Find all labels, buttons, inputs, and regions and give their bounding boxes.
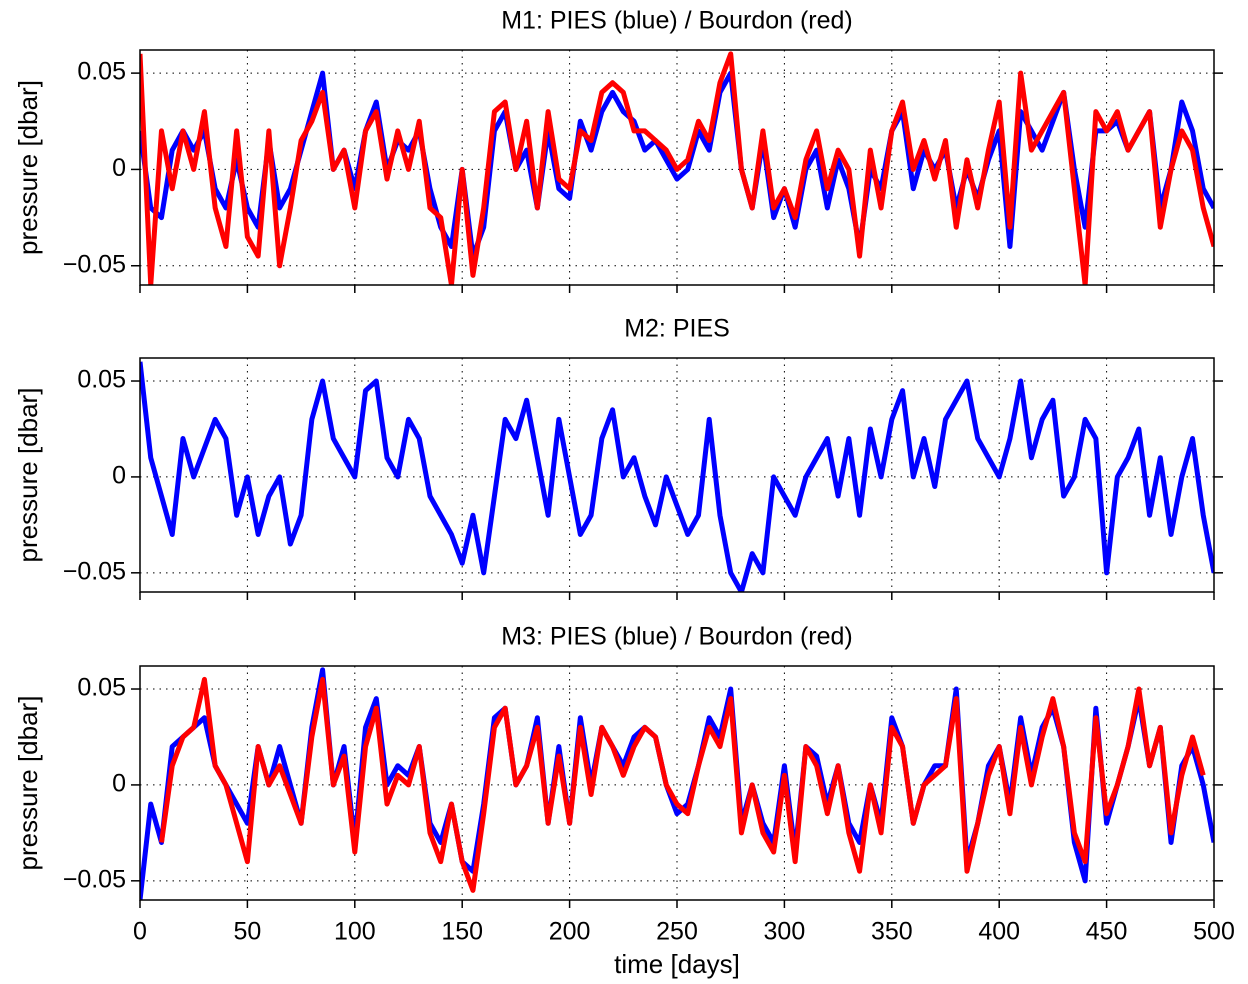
x-tick-label: 350: [871, 918, 913, 946]
x-tick-label: 300: [764, 918, 806, 946]
axes-frame: [139, 49, 1215, 286]
axes-frame: [139, 665, 1215, 901]
data-line: [140, 361, 1214, 592]
x-axis-label: time [days]: [614, 949, 740, 979]
y-tick-label: −0.05: [63, 250, 126, 278]
data-line: [140, 51, 1214, 285]
x-tick-label: 400: [978, 918, 1020, 946]
y-tick-label: 0: [112, 462, 126, 490]
subplot: 0 50 100 150 200 250 300 350 400 450 500−0.0500.05…: [13, 623, 1235, 979]
data-line: [159, 676, 1206, 893]
y-tick-label: 0.05: [77, 58, 126, 86]
y-tick-label: 0: [112, 154, 126, 182]
y-axis-label: pressure [dbar]: [13, 388, 43, 563]
y-tick-label: −0.05: [63, 865, 126, 893]
y-tick-label: 0: [112, 770, 126, 798]
subplot: −0.05 0 0.05 M2: PIES pressure [dbar]: [13, 315, 1223, 600]
axes-frame: [139, 357, 1215, 593]
subplot: −0.05 0 0.05 M1: PIES (blue) / Bourdon (red…: [13, 7, 1223, 293]
chart-title: M1: PIES (blue) / Bourdon (red): [501, 7, 853, 35]
y-tick-label: 0.05: [77, 366, 126, 394]
x-tick-label: 250: [656, 918, 698, 946]
x-tick-label: 100: [334, 918, 376, 946]
y-axis-label: pressure [dbar]: [13, 80, 43, 255]
chart-title: M2: PIES: [624, 315, 730, 343]
x-tick-label: 200: [549, 918, 591, 946]
chart-title: M3: PIES (blue) / Bourdon (red): [501, 623, 853, 651]
x-tick-label: 0: [133, 918, 147, 946]
data-line: [140, 70, 1214, 259]
x-tick-label: 50: [233, 918, 261, 946]
x-tick-label: 150: [441, 918, 483, 946]
y-tick-label: −0.05: [63, 557, 126, 585]
x-tick-label: 450: [1086, 918, 1128, 946]
x-tick-label: 500: [1193, 918, 1235, 946]
y-tick-label: 0.05: [77, 674, 126, 702]
y-axis-label: pressure [dbar]: [13, 696, 43, 871]
